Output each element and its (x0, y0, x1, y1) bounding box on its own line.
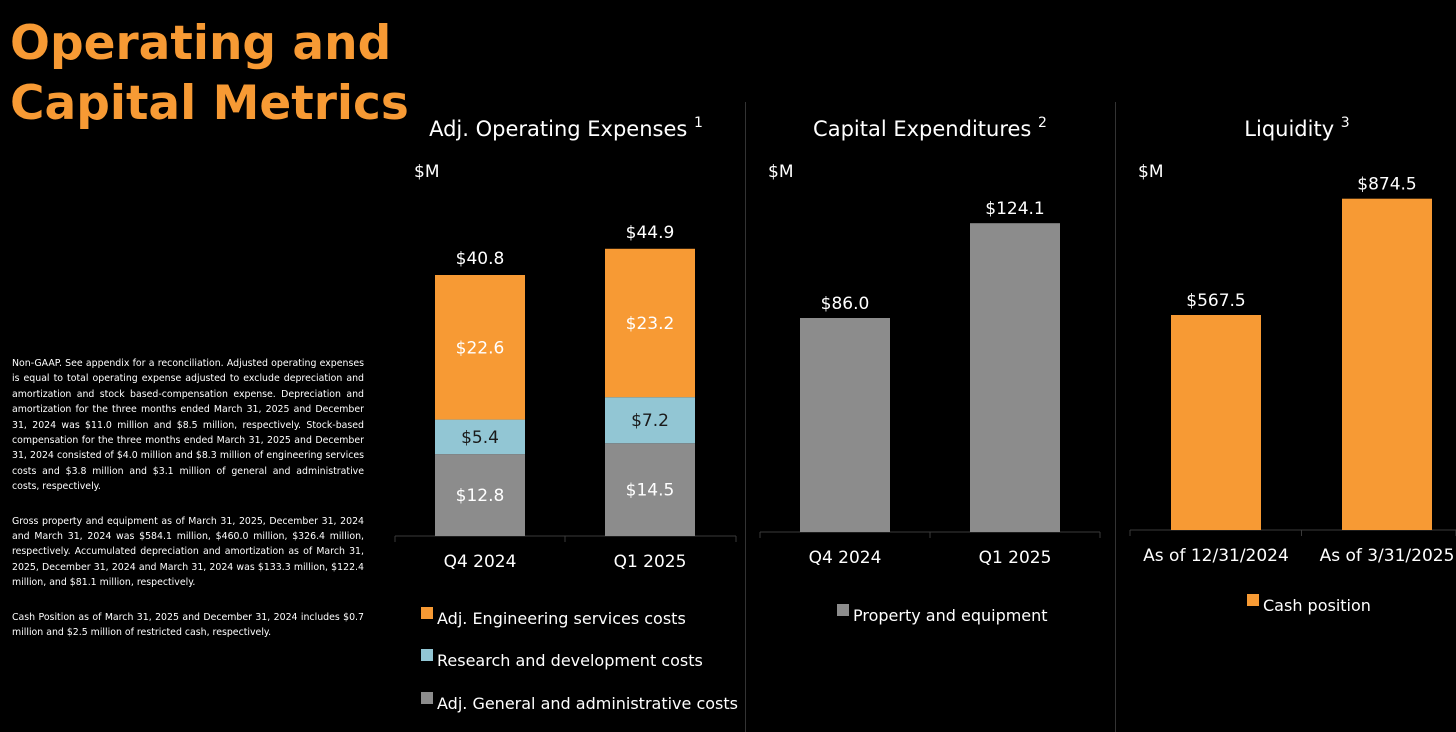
unit-label: $M (1138, 162, 1163, 182)
page-title-line-1: Operating and (10, 16, 392, 71)
legend-swatch (837, 604, 849, 616)
unit-label: $M (768, 162, 793, 182)
legend-label: Adj. General and administrative costs (437, 694, 738, 713)
chart-title-text: Capital Expenditures (813, 117, 1038, 141)
data-label: $12.8 (456, 486, 505, 506)
footnote-3: Cash Position as of March 31, 2025 and D… (12, 611, 364, 639)
unit-label: $M (414, 162, 439, 182)
bar-segment (970, 223, 1060, 532)
footnotes: Non-GAAP. See appendix for a reconciliat… (12, 356, 364, 660)
bar-segment (435, 419, 525, 455)
bar-segment (1342, 198, 1432, 530)
x-tick-label: Q4 2024 (809, 548, 882, 568)
x-tick-label: Q4 2024 (444, 552, 517, 572)
legend-label: Property and equipment (853, 606, 1048, 625)
bar-segment (605, 397, 695, 444)
chart-title: Capital Expenditures 2 (813, 115, 1047, 141)
data-label: $567.5 (1186, 291, 1245, 311)
legend-label: Cash position (1263, 596, 1371, 615)
x-tick-label: Q1 2025 (614, 552, 687, 572)
data-label: $124.1 (985, 199, 1044, 219)
x-tick-label: As of 12/31/2024 (1143, 546, 1289, 566)
total-label: $40.8 (456, 249, 505, 269)
chart-title-footnote-ref: 2 (1038, 115, 1047, 131)
chart-title-text: Liquidity (1244, 117, 1341, 141)
x-tick-label: Q1 2025 (979, 548, 1052, 568)
chart-title-footnote-ref: 3 (1341, 115, 1350, 131)
legend-swatch (421, 692, 433, 704)
page-title: Operating and Capital Metrics (10, 14, 409, 134)
chart-title-text: Adj. Operating Expenses (429, 117, 694, 141)
chart-title-footnote-ref: 1 (694, 115, 703, 131)
legend-swatch (421, 649, 433, 661)
chart-title: Adj. Operating Expenses 1 (429, 115, 703, 141)
chart-title: Liquidity 3 (1244, 115, 1349, 141)
bar-segment (435, 454, 525, 536)
data-label: $874.5 (1357, 175, 1416, 195)
chart-2: Capital Expenditures 2 $M Q4 2024 Q1 2025 $8… (759, 115, 1101, 625)
bar-segment (1171, 315, 1261, 530)
data-label: $7.2 (631, 411, 669, 431)
panel-divider (1115, 102, 1116, 732)
chart-1: Adj. Operating Expenses 1 $M Q4 2024 Q1 202… (394, 115, 738, 713)
data-label: $22.6 (456, 338, 505, 358)
data-label: $5.4 (461, 428, 499, 448)
bar-segment (800, 318, 890, 532)
legend-swatch (1247, 594, 1259, 606)
data-label: $86.0 (821, 294, 870, 314)
legend-label: Adj. Engineering services costs (437, 609, 686, 628)
legend-swatch (421, 607, 433, 619)
bar-segment (435, 275, 525, 420)
page-title-line-2: Capital Metrics (10, 76, 409, 131)
total-label: $44.9 (626, 223, 675, 243)
data-label: $23.2 (626, 314, 675, 334)
panel-divider (745, 102, 746, 732)
bar-segment (605, 248, 695, 398)
bar-segment (605, 443, 695, 536)
x-tick-label: As of 3/31/2025 (1320, 546, 1455, 566)
footnote-1: Non-GAAP. See appendix for a reconciliat… (12, 358, 364, 493)
legend-label: Research and development costs (437, 651, 703, 670)
data-label: $14.5 (626, 481, 675, 501)
chart-3: Liquidity 3 $M As of 12/31/2024 As of 3/31/… (1129, 115, 1456, 615)
footnote-2: Gross property and equipment as of March… (12, 515, 364, 589)
